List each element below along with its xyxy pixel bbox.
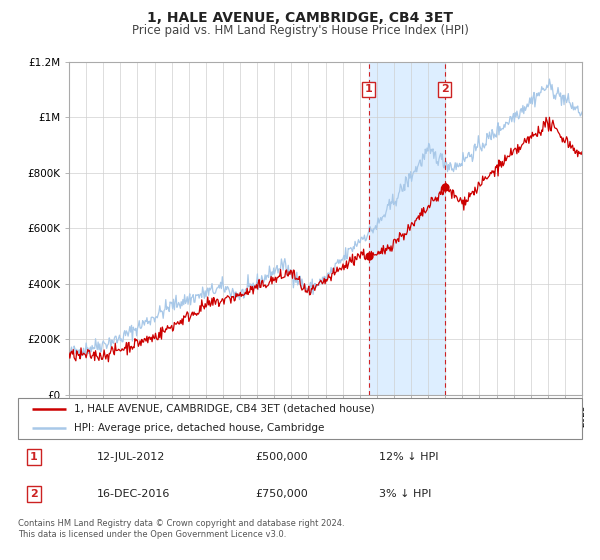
Text: 1, HALE AVENUE, CAMBRIDGE, CB4 3ET (detached house): 1, HALE AVENUE, CAMBRIDGE, CB4 3ET (deta… (74, 404, 375, 414)
Text: Price paid vs. HM Land Registry's House Price Index (HPI): Price paid vs. HM Land Registry's House … (131, 24, 469, 36)
Text: Contains HM Land Registry data © Crown copyright and database right 2024.: Contains HM Land Registry data © Crown c… (18, 519, 344, 528)
Text: 3% ↓ HPI: 3% ↓ HPI (379, 489, 431, 499)
Text: 1: 1 (30, 452, 38, 463)
Text: 12% ↓ HPI: 12% ↓ HPI (379, 452, 439, 463)
Text: £750,000: £750,000 (255, 489, 308, 499)
Text: 2: 2 (30, 489, 38, 499)
FancyBboxPatch shape (18, 398, 582, 439)
Text: 12-JUL-2012: 12-JUL-2012 (97, 452, 166, 463)
Text: 2: 2 (440, 85, 448, 95)
Text: 1: 1 (365, 85, 373, 95)
Text: £500,000: £500,000 (255, 452, 308, 463)
Text: HPI: Average price, detached house, Cambridge: HPI: Average price, detached house, Camb… (74, 423, 325, 433)
Bar (369, 62, 445, 395)
Text: 16-DEC-2016: 16-DEC-2016 (97, 489, 170, 499)
Text: 1, HALE AVENUE, CAMBRIDGE, CB4 3ET: 1, HALE AVENUE, CAMBRIDGE, CB4 3ET (147, 11, 453, 25)
Text: This data is licensed under the Open Government Licence v3.0.: This data is licensed under the Open Gov… (18, 530, 286, 539)
